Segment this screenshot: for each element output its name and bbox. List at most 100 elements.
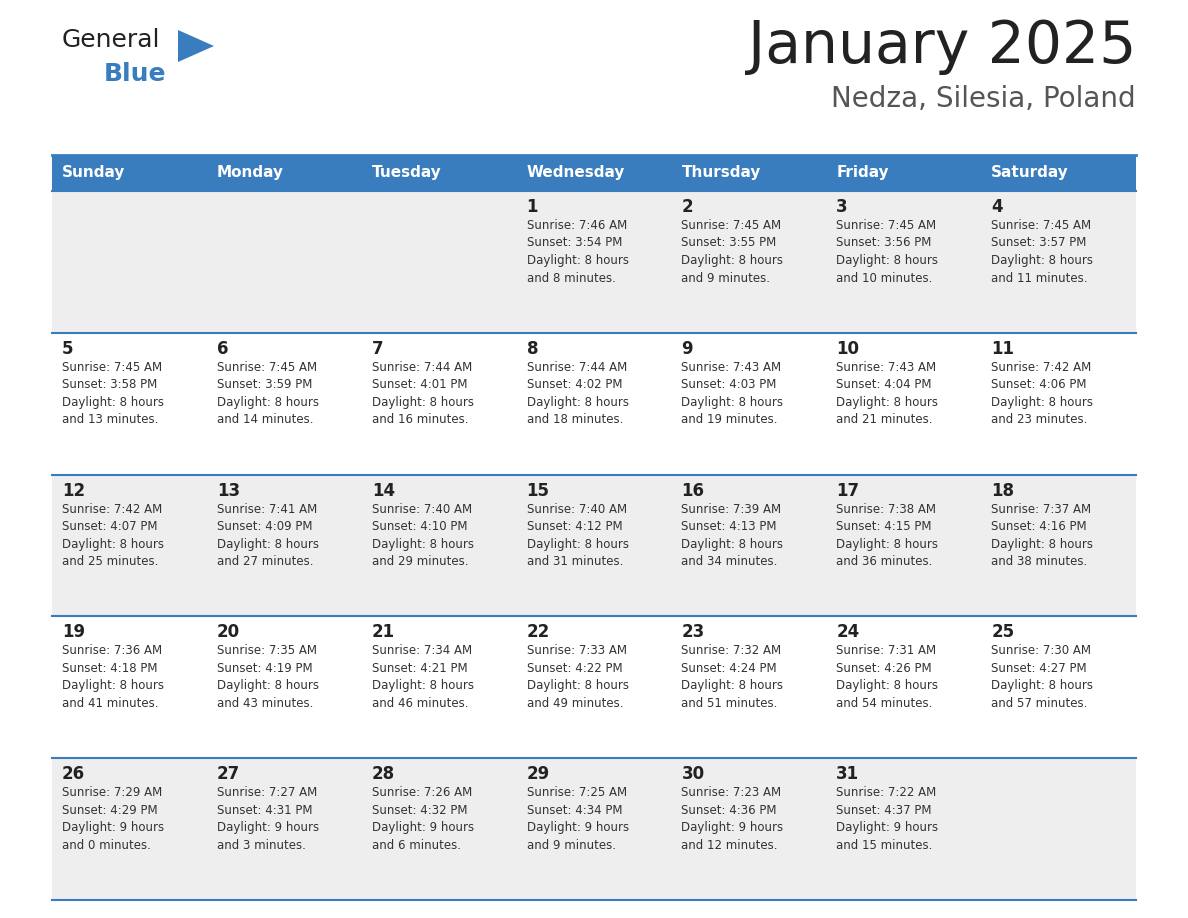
Text: Sunrise: 7:41 AM
Sunset: 4:09 PM
Daylight: 8 hours
and 27 minutes.: Sunrise: 7:41 AM Sunset: 4:09 PM Dayligh… <box>217 502 318 568</box>
Text: 29: 29 <box>526 766 550 783</box>
Text: 7: 7 <box>372 340 384 358</box>
Text: 31: 31 <box>836 766 859 783</box>
Text: Sunrise: 7:36 AM
Sunset: 4:18 PM
Daylight: 8 hours
and 41 minutes.: Sunrise: 7:36 AM Sunset: 4:18 PM Dayligh… <box>62 644 164 710</box>
Text: 9: 9 <box>682 340 693 358</box>
Text: Sunrise: 7:44 AM
Sunset: 4:01 PM
Daylight: 8 hours
and 16 minutes.: Sunrise: 7:44 AM Sunset: 4:01 PM Dayligh… <box>372 361 474 426</box>
Bar <box>361 333 517 475</box>
Text: Sunrise: 7:22 AM
Sunset: 4:37 PM
Daylight: 9 hours
and 15 minutes.: Sunrise: 7:22 AM Sunset: 4:37 PM Dayligh… <box>836 786 939 852</box>
Bar <box>207 333 361 475</box>
Bar <box>517 333 671 475</box>
Text: Sunrise: 7:43 AM
Sunset: 4:03 PM
Daylight: 8 hours
and 19 minutes.: Sunrise: 7:43 AM Sunset: 4:03 PM Dayligh… <box>682 361 783 426</box>
Text: Sunrise: 7:43 AM
Sunset: 4:04 PM
Daylight: 8 hours
and 21 minutes.: Sunrise: 7:43 AM Sunset: 4:04 PM Dayligh… <box>836 361 939 426</box>
Bar <box>671 333 827 475</box>
Text: 19: 19 <box>62 623 86 642</box>
Text: 3: 3 <box>836 198 848 216</box>
Text: 1: 1 <box>526 198 538 216</box>
Text: Sunrise: 7:38 AM
Sunset: 4:15 PM
Daylight: 8 hours
and 36 minutes.: Sunrise: 7:38 AM Sunset: 4:15 PM Dayligh… <box>836 502 939 568</box>
Bar <box>981 758 1136 900</box>
Bar <box>827 155 981 191</box>
Text: Saturday: Saturday <box>991 165 1069 181</box>
Text: Sunrise: 7:40 AM
Sunset: 4:12 PM
Daylight: 8 hours
and 31 minutes.: Sunrise: 7:40 AM Sunset: 4:12 PM Dayligh… <box>526 502 628 568</box>
Text: 10: 10 <box>836 340 859 358</box>
Text: Sunrise: 7:45 AM
Sunset: 3:56 PM
Daylight: 8 hours
and 10 minutes.: Sunrise: 7:45 AM Sunset: 3:56 PM Dayligh… <box>836 219 939 285</box>
Text: Blue: Blue <box>105 62 166 86</box>
Text: 2: 2 <box>682 198 693 216</box>
Text: 18: 18 <box>991 482 1015 499</box>
Bar <box>517 475 671 616</box>
Text: Sunrise: 7:23 AM
Sunset: 4:36 PM
Daylight: 9 hours
and 12 minutes.: Sunrise: 7:23 AM Sunset: 4:36 PM Dayligh… <box>682 786 784 852</box>
Text: Sunday: Sunday <box>62 165 126 181</box>
Text: Sunrise: 7:26 AM
Sunset: 4:32 PM
Daylight: 9 hours
and 6 minutes.: Sunrise: 7:26 AM Sunset: 4:32 PM Dayligh… <box>372 786 474 852</box>
Bar <box>671 616 827 758</box>
Text: Sunrise: 7:40 AM
Sunset: 4:10 PM
Daylight: 8 hours
and 29 minutes.: Sunrise: 7:40 AM Sunset: 4:10 PM Dayligh… <box>372 502 474 568</box>
Text: 11: 11 <box>991 340 1015 358</box>
Text: 4: 4 <box>991 198 1003 216</box>
Text: 28: 28 <box>372 766 394 783</box>
Bar <box>827 475 981 616</box>
Text: 20: 20 <box>217 623 240 642</box>
Text: Sunrise: 7:27 AM
Sunset: 4:31 PM
Daylight: 9 hours
and 3 minutes.: Sunrise: 7:27 AM Sunset: 4:31 PM Dayligh… <box>217 786 320 852</box>
Text: Sunrise: 7:30 AM
Sunset: 4:27 PM
Daylight: 8 hours
and 57 minutes.: Sunrise: 7:30 AM Sunset: 4:27 PM Dayligh… <box>991 644 1093 710</box>
Bar <box>981 475 1136 616</box>
Text: 5: 5 <box>62 340 74 358</box>
Bar <box>671 155 827 191</box>
Bar <box>981 333 1136 475</box>
Text: 21: 21 <box>372 623 394 642</box>
Text: Sunrise: 7:45 AM
Sunset: 3:58 PM
Daylight: 8 hours
and 13 minutes.: Sunrise: 7:45 AM Sunset: 3:58 PM Dayligh… <box>62 361 164 426</box>
Bar <box>52 155 207 191</box>
Bar <box>981 155 1136 191</box>
Bar <box>517 616 671 758</box>
Text: 14: 14 <box>372 482 394 499</box>
Text: 23: 23 <box>682 623 704 642</box>
Text: Monday: Monday <box>217 165 284 181</box>
Bar <box>517 155 671 191</box>
Text: Sunrise: 7:31 AM
Sunset: 4:26 PM
Daylight: 8 hours
and 54 minutes.: Sunrise: 7:31 AM Sunset: 4:26 PM Dayligh… <box>836 644 939 710</box>
Text: 15: 15 <box>526 482 550 499</box>
Bar <box>207 758 361 900</box>
Text: Sunrise: 7:45 AM
Sunset: 3:59 PM
Daylight: 8 hours
and 14 minutes.: Sunrise: 7:45 AM Sunset: 3:59 PM Dayligh… <box>217 361 318 426</box>
Bar <box>981 191 1136 333</box>
Text: 13: 13 <box>217 482 240 499</box>
Text: Sunrise: 7:42 AM
Sunset: 4:07 PM
Daylight: 8 hours
and 25 minutes.: Sunrise: 7:42 AM Sunset: 4:07 PM Dayligh… <box>62 502 164 568</box>
Text: 16: 16 <box>682 482 704 499</box>
Text: Nedza, Silesia, Poland: Nedza, Silesia, Poland <box>832 85 1136 113</box>
Bar <box>981 616 1136 758</box>
Bar <box>361 155 517 191</box>
Text: Sunrise: 7:45 AM
Sunset: 3:55 PM
Daylight: 8 hours
and 9 minutes.: Sunrise: 7:45 AM Sunset: 3:55 PM Dayligh… <box>682 219 783 285</box>
Text: Sunrise: 7:42 AM
Sunset: 4:06 PM
Daylight: 8 hours
and 23 minutes.: Sunrise: 7:42 AM Sunset: 4:06 PM Dayligh… <box>991 361 1093 426</box>
Text: 30: 30 <box>682 766 704 783</box>
Text: 8: 8 <box>526 340 538 358</box>
Text: 25: 25 <box>991 623 1015 642</box>
Bar <box>207 475 361 616</box>
Text: 17: 17 <box>836 482 859 499</box>
Text: Sunrise: 7:35 AM
Sunset: 4:19 PM
Daylight: 8 hours
and 43 minutes.: Sunrise: 7:35 AM Sunset: 4:19 PM Dayligh… <box>217 644 318 710</box>
Text: Sunrise: 7:29 AM
Sunset: 4:29 PM
Daylight: 9 hours
and 0 minutes.: Sunrise: 7:29 AM Sunset: 4:29 PM Dayligh… <box>62 786 164 852</box>
Bar <box>671 191 827 333</box>
Text: 27: 27 <box>217 766 240 783</box>
Bar <box>361 475 517 616</box>
Bar <box>207 616 361 758</box>
Text: General: General <box>62 28 160 52</box>
Bar <box>671 758 827 900</box>
Text: 26: 26 <box>62 766 86 783</box>
Text: Thursday: Thursday <box>682 165 760 181</box>
Bar <box>671 475 827 616</box>
Text: Friday: Friday <box>836 165 889 181</box>
Text: January 2025: January 2025 <box>747 18 1136 75</box>
Bar <box>517 191 671 333</box>
Bar <box>517 758 671 900</box>
Text: Sunrise: 7:37 AM
Sunset: 4:16 PM
Daylight: 8 hours
and 38 minutes.: Sunrise: 7:37 AM Sunset: 4:16 PM Dayligh… <box>991 502 1093 568</box>
Text: Wednesday: Wednesday <box>526 165 625 181</box>
Text: Sunrise: 7:32 AM
Sunset: 4:24 PM
Daylight: 8 hours
and 51 minutes.: Sunrise: 7:32 AM Sunset: 4:24 PM Dayligh… <box>682 644 783 710</box>
Bar <box>361 758 517 900</box>
Bar <box>52 475 207 616</box>
Bar <box>52 333 207 475</box>
Bar <box>827 758 981 900</box>
Bar <box>827 191 981 333</box>
Bar <box>207 191 361 333</box>
Text: Sunrise: 7:25 AM
Sunset: 4:34 PM
Daylight: 9 hours
and 9 minutes.: Sunrise: 7:25 AM Sunset: 4:34 PM Dayligh… <box>526 786 628 852</box>
Bar <box>52 616 207 758</box>
Bar <box>361 616 517 758</box>
Bar <box>827 333 981 475</box>
Text: Sunrise: 7:34 AM
Sunset: 4:21 PM
Daylight: 8 hours
and 46 minutes.: Sunrise: 7:34 AM Sunset: 4:21 PM Dayligh… <box>372 644 474 710</box>
